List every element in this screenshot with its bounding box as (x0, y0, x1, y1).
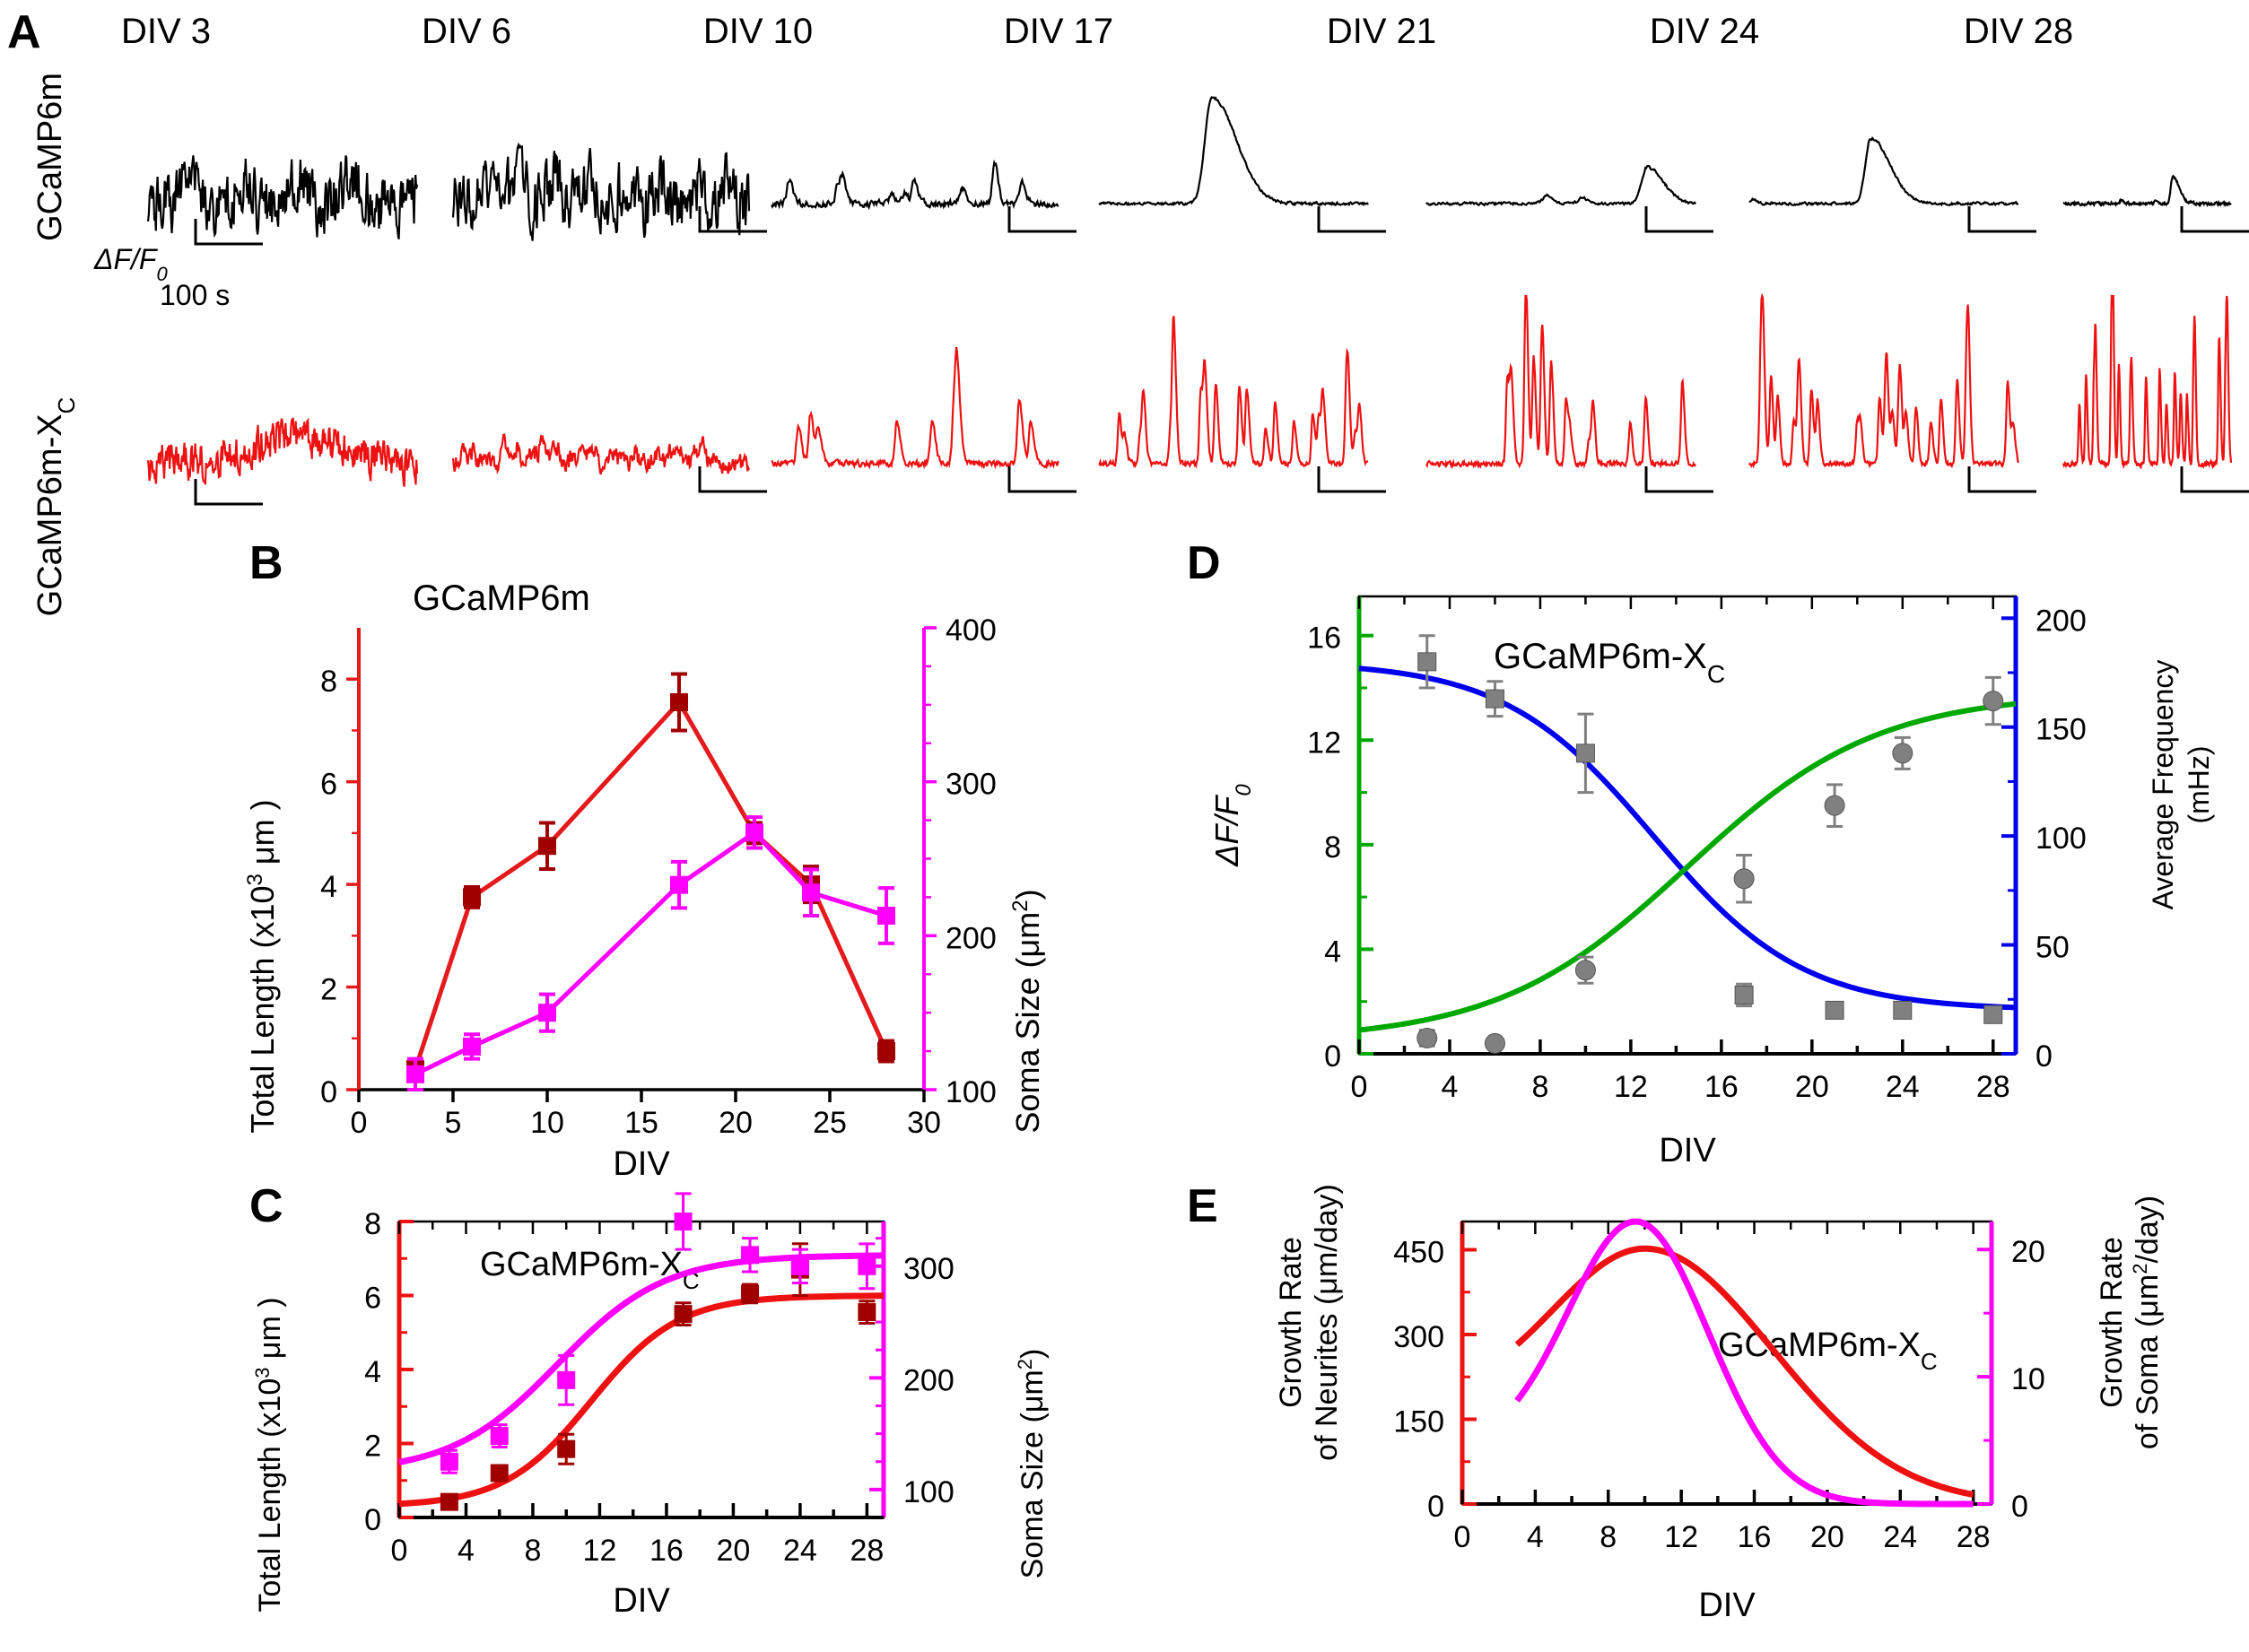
svg-text:400: 400 (946, 613, 997, 648)
svg-text:DIV: DIV (613, 1145, 670, 1183)
svg-text:28: 28 (850, 1534, 884, 1568)
svg-text:30: 30 (907, 1106, 941, 1140)
svg-text:16: 16 (649, 1534, 684, 1568)
svg-text:0: 0 (364, 1503, 381, 1537)
svg-text:GCaMP6m: GCaMP6m (31, 73, 69, 241)
svg-text:16: 16 (1307, 622, 1341, 656)
svg-text:GCaMP6m-XC: GCaMP6m-XC (31, 397, 80, 617)
svg-text:100: 100 (903, 1475, 955, 1509)
svg-text:12: 12 (1307, 726, 1341, 760)
svg-text:of Neurites (μm/day): of Neurites (μm/day) (1310, 1184, 1344, 1461)
svg-text:ΔF/F0: ΔF/F0 (1208, 784, 1256, 867)
svg-text:28: 28 (1976, 1070, 2010, 1104)
svg-text:2: 2 (364, 1430, 381, 1464)
svg-text:GCaMP6m-XC: GCaMP6m-XC (1718, 1326, 1938, 1375)
svg-text:of Soma (μm2/day): of Soma (μm2/day) (2129, 1196, 2166, 1449)
svg-text:20: 20 (716, 1534, 750, 1568)
svg-text:200: 200 (903, 1363, 955, 1397)
svg-text:8: 8 (364, 1207, 381, 1241)
svg-text:4: 4 (1527, 1520, 1544, 1554)
svg-text:8: 8 (320, 665, 337, 699)
svg-text:DIV 24: DIV 24 (1650, 12, 1759, 51)
svg-text:50: 50 (2035, 931, 2070, 965)
svg-text:ΔF/F0: ΔF/F0 (93, 243, 168, 285)
svg-text:DIV: DIV (613, 1582, 670, 1620)
svg-text:5: 5 (445, 1106, 462, 1140)
svg-text:GCaMP6m-XC: GCaMP6m-XC (480, 1246, 700, 1294)
svg-text:8: 8 (1600, 1520, 1617, 1554)
svg-text:DIV: DIV (1698, 1587, 1756, 1624)
svg-text:0: 0 (1351, 1070, 1368, 1104)
svg-text:4: 4 (364, 1355, 381, 1389)
svg-text:15: 15 (624, 1106, 658, 1140)
svg-text:24: 24 (1886, 1070, 1920, 1104)
svg-text:8: 8 (525, 1534, 542, 1568)
svg-text:20: 20 (719, 1106, 753, 1140)
svg-text:Total Length (x103 μm ): Total Length (x103 μm ) (243, 799, 282, 1133)
svg-text:8: 8 (1531, 1070, 1548, 1104)
svg-text:150: 150 (1393, 1405, 1444, 1439)
svg-text:12: 12 (1614, 1070, 1648, 1104)
svg-text:DIV: DIV (1659, 1132, 1716, 1169)
svg-text:Growth Rate: Growth Rate (1274, 1237, 1308, 1408)
svg-text:0: 0 (320, 1075, 337, 1109)
svg-text:16: 16 (1738, 1520, 1772, 1554)
svg-text:DIV 17: DIV 17 (1004, 12, 1113, 51)
svg-text:12: 12 (583, 1534, 617, 1568)
svg-text:DIV 3: DIV 3 (121, 12, 211, 51)
svg-text:8: 8 (1324, 830, 1341, 865)
svg-text:DIV 10: DIV 10 (703, 12, 813, 51)
svg-text:450: 450 (1393, 1236, 1444, 1270)
svg-text:4: 4 (320, 870, 337, 904)
svg-text:Average Frequency: Average Frequency (2147, 660, 2179, 910)
svg-text:Soma Size (μm2): Soma Size (μm2) (1014, 1349, 1050, 1579)
svg-text:300: 300 (1393, 1320, 1444, 1354)
svg-text:100: 100 (2035, 822, 2087, 856)
svg-text:10: 10 (530, 1106, 564, 1140)
svg-text:0: 0 (351, 1106, 368, 1140)
svg-text:100 s: 100 s (160, 279, 230, 311)
svg-text:300: 300 (903, 1252, 955, 1286)
svg-text:24: 24 (1883, 1520, 1917, 1554)
svg-text:0: 0 (391, 1534, 408, 1568)
svg-text:(mHz): (mHz) (2183, 745, 2215, 823)
svg-text:0: 0 (2035, 1039, 2053, 1074)
svg-text:200: 200 (946, 921, 997, 955)
svg-text:150: 150 (2035, 713, 2087, 747)
svg-text:4: 4 (1324, 935, 1341, 969)
svg-text:10: 10 (2011, 1362, 2045, 1396)
svg-text:20: 20 (1810, 1520, 1844, 1554)
svg-text:100: 100 (946, 1075, 997, 1109)
svg-text:GCaMP6m-XC: GCaMP6m-XC (1494, 637, 1725, 688)
svg-text:0: 0 (1454, 1520, 1471, 1554)
svg-text:0: 0 (1427, 1490, 1444, 1524)
svg-text:Growth Rate: Growth Rate (2095, 1237, 2129, 1408)
svg-text:Total Length (x103 μm ): Total Length (x103 μm ) (251, 1297, 288, 1612)
svg-text:GCaMP6m: GCaMP6m (413, 578, 590, 618)
svg-text:300: 300 (946, 768, 997, 802)
svg-text:DIV 28: DIV 28 (1964, 12, 2073, 51)
svg-text:20: 20 (1795, 1070, 1829, 1104)
svg-text:16: 16 (1704, 1070, 1739, 1104)
svg-text:24: 24 (783, 1534, 817, 1568)
svg-text:Soma Size (μm2): Soma Size (μm2) (1008, 889, 1047, 1133)
svg-text:20: 20 (2011, 1235, 2045, 1269)
svg-text:12: 12 (1664, 1520, 1698, 1554)
svg-text:28: 28 (1957, 1520, 1991, 1554)
svg-text:0: 0 (1324, 1039, 1341, 1074)
svg-text:DIV 21: DIV 21 (1327, 12, 1436, 51)
svg-text:25: 25 (813, 1106, 847, 1140)
svg-text:2: 2 (320, 973, 337, 1007)
svg-text:200: 200 (2035, 604, 2087, 638)
svg-text:4: 4 (458, 1534, 475, 1568)
svg-text:4: 4 (1442, 1070, 1459, 1104)
svg-text:0: 0 (2011, 1490, 2028, 1524)
svg-text:6: 6 (364, 1282, 381, 1316)
svg-text:6: 6 (320, 768, 337, 802)
svg-text:DIV 6: DIV 6 (422, 12, 511, 51)
